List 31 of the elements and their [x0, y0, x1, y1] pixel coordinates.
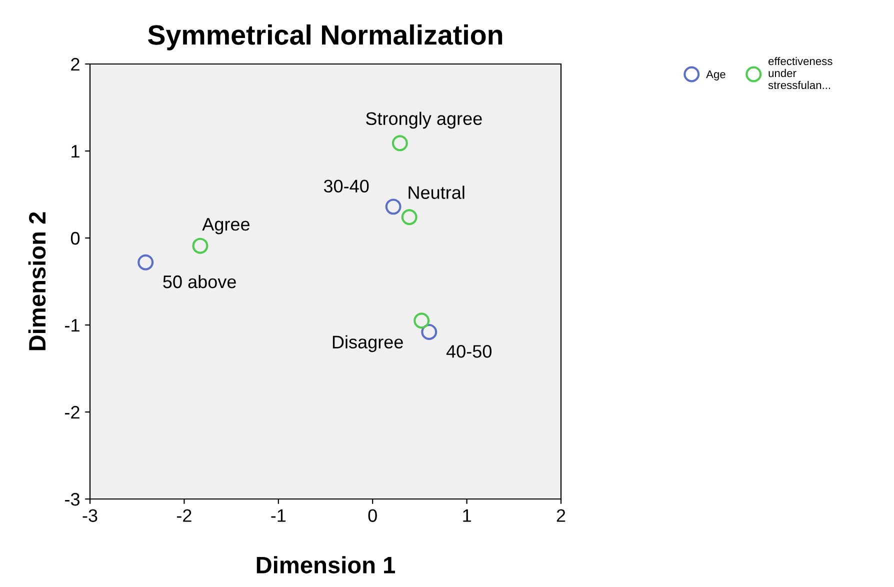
annotation: Neutral	[408, 186, 464, 199]
y-tick-label: -1	[65, 319, 80, 332]
x-tick-label: -2	[176, 509, 192, 522]
y-tick-label: -2	[65, 406, 80, 419]
x-axis-title: Dimension 1	[256, 556, 396, 574]
point	[414, 312, 430, 329]
annotation: 30-40	[324, 180, 369, 193]
point	[385, 198, 402, 215]
x-tick-label: -1	[271, 509, 286, 522]
point	[421, 324, 438, 340]
y-tick-label: 1	[72, 145, 80, 158]
y-tick-label: -3	[65, 492, 80, 506]
y-axis-title: Dimension 2	[28, 212, 46, 350]
point	[401, 209, 418, 226]
y-tick-label: 2	[71, 58, 80, 71]
legend-label: Age	[706, 70, 726, 80]
annotation: 50 above	[163, 274, 236, 288]
point	[138, 254, 154, 270]
annotation: 40-50	[446, 345, 492, 358]
legend-label: effectiveness under stressfulan...	[768, 56, 832, 90]
x-tick-label: 0	[368, 509, 377, 522]
point	[192, 238, 208, 254]
annotation: Agree	[202, 218, 250, 234]
x-tick-label: -3	[82, 509, 98, 522]
annotation: Strongly agree	[366, 112, 482, 129]
point	[392, 135, 408, 152]
x-tick-label: 1	[463, 509, 471, 522]
chart-title: Symmetrical Normalization	[148, 24, 502, 50]
x-tick-label: 2	[556, 509, 566, 522]
y-tick-label: 0	[70, 232, 80, 245]
annotation: Disagree	[332, 335, 403, 352]
